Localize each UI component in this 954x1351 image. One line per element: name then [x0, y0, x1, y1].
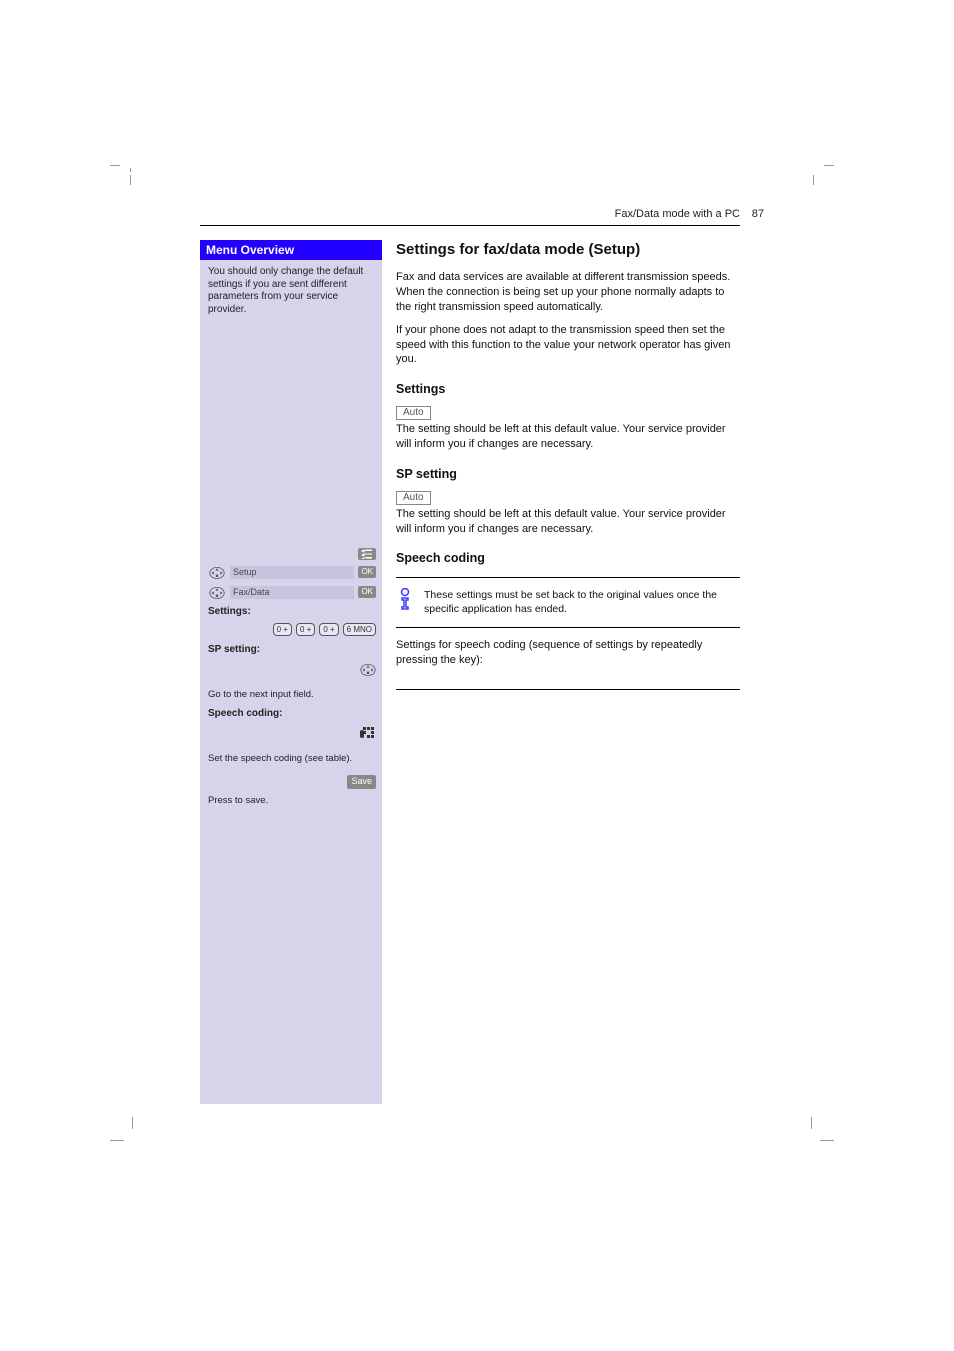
sp-setting-label: SP setting: — [208, 644, 376, 657]
header-rule: Fax/Data mode with a PC 87 — [200, 225, 740, 226]
para-3: The setting should be left at this defau… — [396, 422, 740, 452]
menu-setup-row: Setup OK — [208, 566, 376, 580]
para-1: Fax and data services are available at d… — [396, 270, 740, 315]
settings-label: Settings: — [208, 606, 376, 619]
heading-sp-setting: SP setting — [396, 466, 740, 483]
nav-pad-icon — [208, 586, 226, 600]
heading-settings-faxdata: Settings for fax/data mode (Setup) — [396, 240, 740, 260]
nav-pad-icon — [360, 662, 376, 683]
next-field-hint: Go to the next input field. — [208, 689, 376, 701]
para-4: The setting should be left at this defau… — [396, 507, 740, 537]
sidebar-intro: You should only change the default setti… — [208, 266, 376, 316]
nav-pad-icon — [208, 566, 226, 580]
header-title: Fax/Data mode with a PC — [615, 208, 740, 220]
key-0-1[interactable]: 0 + — [273, 623, 292, 636]
save-hint: Press to save. — [208, 795, 376, 807]
menu-faxdata-row: Fax/Data OK — [208, 586, 376, 600]
rule-above-info — [396, 577, 740, 578]
speech-coding-label: Speech coding: — [208, 708, 376, 721]
save-button[interactable]: Save — [347, 775, 376, 788]
menu-faxdata-label: Fax/Data — [230, 586, 354, 599]
rule-below-info — [396, 627, 740, 628]
heading-settings: Settings — [396, 381, 740, 398]
key-row: 0 + 0 + 0 + 6 MNO — [208, 623, 376, 636]
menu-list-icon — [358, 548, 376, 560]
settings-auto-box: Auto — [396, 406, 431, 420]
info-icon — [396, 588, 416, 616]
key-6[interactable]: 6 MNO — [343, 623, 376, 636]
sidebar-title: Menu Overview — [200, 240, 382, 260]
ok-button-1[interactable]: OK — [358, 566, 376, 578]
key-0-3[interactable]: 0 + — [319, 623, 338, 636]
grid-key-icon — [360, 727, 376, 748]
info-note: These settings must be set back to the o… — [396, 588, 740, 616]
para-2: If your phone does not adapt to the tran… — [396, 323, 740, 368]
info-text: These settings must be set back to the o… — [424, 588, 740, 616]
main-column: Settings for fax/data mode (Setup) Fax a… — [382, 240, 740, 1104]
bottom-rule — [396, 689, 740, 690]
key-0-2[interactable]: 0 + — [296, 623, 315, 636]
menu-setup-label: Setup — [230, 566, 354, 579]
sp-auto-box: Auto — [396, 491, 431, 505]
page-content: Fax/Data mode with a PC 87 Menu Overview… — [200, 225, 740, 1104]
speech-coding-hint: Set the speech coding (see table). — [208, 753, 376, 765]
ok-button-2[interactable]: OK — [358, 586, 376, 598]
heading-speech-coding: Speech coding — [396, 550, 740, 567]
sidebar: Menu Overview You should only change the… — [200, 240, 382, 1104]
page-number: 87 — [752, 208, 764, 220]
para-5: Settings for speech coding (sequence of … — [396, 638, 740, 668]
